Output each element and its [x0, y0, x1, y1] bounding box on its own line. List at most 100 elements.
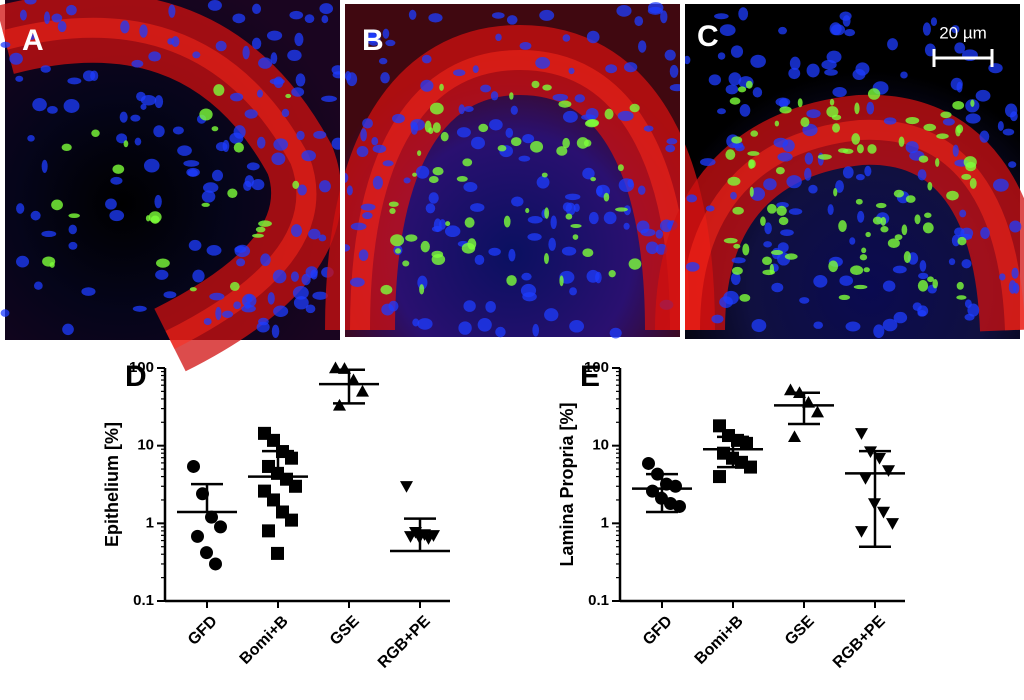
nucleus: [714, 13, 729, 20]
nucleus: [569, 287, 577, 296]
green-spot: [749, 186, 754, 197]
green-spot: [255, 226, 266, 233]
nucleus: [564, 193, 581, 201]
nucleus: [730, 272, 741, 286]
nucleus: [415, 165, 430, 179]
data-point: [882, 465, 895, 477]
green-spot: [258, 220, 272, 227]
green-spot: [615, 207, 628, 212]
nucleus: [763, 178, 777, 191]
nucleus: [824, 69, 838, 76]
charts: D Epithelium [%] 0.1 1 10 100 GFD Bomi+B GSE RGB+…: [102, 359, 905, 672]
nucleus: [24, 0, 37, 5]
green-spot: [506, 275, 517, 286]
green-spot: [439, 83, 444, 91]
nucleus: [582, 167, 595, 180]
x-tick-label: GFD: [640, 613, 676, 649]
green-spot: [831, 114, 842, 121]
x-tick-label: RGB+PE: [375, 613, 434, 672]
nucleus: [16, 203, 25, 214]
nucleus: [148, 51, 161, 62]
nucleus: [28, 33, 36, 40]
nucleus: [930, 17, 938, 27]
panel-label: B: [362, 24, 384, 57]
nucleus: [319, 180, 331, 193]
nucleus: [372, 175, 383, 190]
nucleus: [882, 318, 898, 332]
data-point: [855, 428, 868, 440]
green-spot: [838, 294, 851, 300]
nucleus: [233, 125, 246, 139]
green-spot: [940, 111, 952, 119]
nucleus: [444, 225, 461, 238]
nucleus: [844, 29, 856, 37]
nucleus: [1004, 103, 1018, 118]
nucleus: [380, 72, 390, 84]
nucleus: [346, 185, 353, 196]
nucleus: [41, 230, 57, 238]
nucleus: [30, 210, 41, 221]
data-point: [205, 510, 218, 524]
nucleus: [954, 227, 965, 237]
nucleus: [893, 311, 908, 324]
tissue-band: [2, 17, 317, 349]
nucleus: [356, 145, 369, 158]
nucleus: [215, 40, 227, 52]
nucleus: [750, 187, 766, 201]
nucleus: [463, 300, 476, 312]
nucleus: [154, 95, 164, 109]
nucleus: [485, 300, 496, 313]
nucleus: [605, 64, 618, 74]
nucleus: [305, 304, 316, 314]
green-spot: [737, 86, 747, 93]
green-spot: [760, 216, 766, 226]
nucleus: [391, 113, 405, 124]
nucleus: [0, 41, 11, 48]
nucleus: [883, 117, 897, 125]
nucleus: [378, 57, 388, 65]
data-point: [289, 479, 302, 493]
nucleus: [293, 296, 309, 310]
nucleus: [201, 190, 216, 203]
tissue-band: [680, 119, 1024, 331]
green-spot: [629, 103, 640, 113]
nucleus: [588, 211, 599, 225]
green-spot: [531, 80, 540, 89]
nucleus: [215, 306, 222, 321]
nucleus: [666, 138, 678, 145]
nucleus: [527, 233, 542, 241]
nucleus: [1011, 267, 1019, 279]
nucleus: [585, 108, 599, 121]
green-spot: [901, 224, 908, 236]
green-spot: [867, 88, 881, 100]
nucleus: [917, 309, 927, 317]
nucleus: [857, 210, 865, 223]
data-point: [191, 529, 204, 543]
nucleus: [154, 194, 162, 209]
nucleus: [385, 39, 396, 47]
data-point: [333, 398, 346, 411]
nucleus: [63, 99, 80, 113]
frame: [680, 0, 685, 340]
nucleus: [412, 318, 420, 327]
green-spot: [731, 136, 743, 144]
nucleus: [232, 13, 246, 24]
green-spot: [478, 123, 489, 133]
green-spot: [924, 212, 932, 218]
green-spot: [156, 258, 170, 268]
green-spot: [292, 180, 300, 189]
green-spot: [750, 130, 759, 137]
green-spot: [797, 98, 803, 108]
data-point: [285, 513, 298, 527]
nucleus: [700, 158, 716, 167]
panel-label: C: [697, 20, 719, 53]
nucleus: [428, 192, 439, 204]
nucleus: [27, 135, 35, 142]
green-spot: [774, 120, 780, 127]
nucleus: [425, 203, 436, 214]
nucleus: [664, 49, 676, 61]
nucleus: [789, 56, 801, 70]
nucleus: [959, 209, 967, 218]
green-spot: [894, 234, 903, 241]
green-spot: [432, 166, 444, 176]
